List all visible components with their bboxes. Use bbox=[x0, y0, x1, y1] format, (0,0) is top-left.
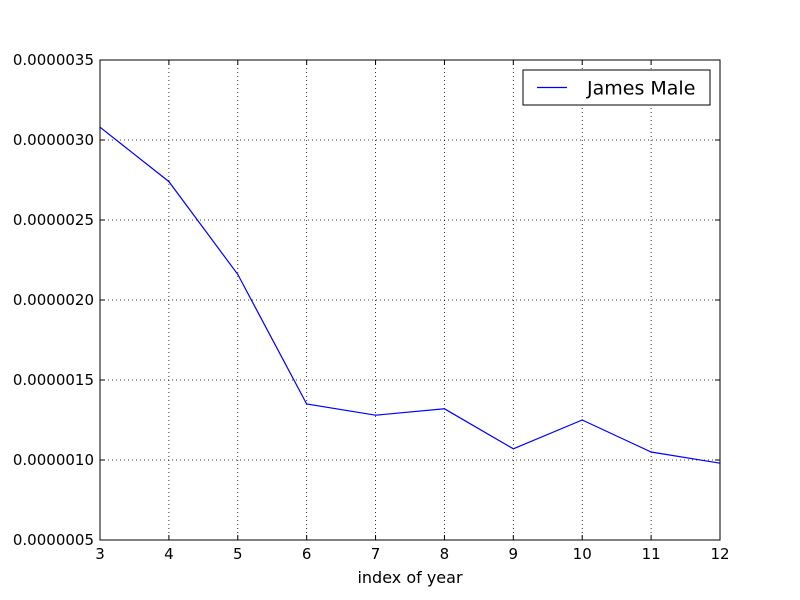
x-tick-label: 9 bbox=[509, 545, 519, 563]
y-tick-labels: 0.0000005 0.0000010 0.0000015 0.0000020 0.00… bbox=[13, 51, 94, 549]
x-tick-label: 6 bbox=[302, 545, 312, 563]
data-point bbox=[650, 451, 652, 453]
data-point bbox=[443, 408, 446, 410]
grid bbox=[100, 60, 720, 540]
series-layer bbox=[99, 126, 721, 464]
x-tick-label: 7 bbox=[371, 545, 381, 563]
data-point bbox=[581, 419, 583, 421]
series-line-0 bbox=[99, 126, 721, 464]
y-tick-label: 0.0000035 bbox=[13, 51, 94, 69]
y-tick-label: 0.0000020 bbox=[13, 291, 94, 309]
y-tick-label: 0.0000015 bbox=[13, 371, 94, 389]
x-tick-label: 5 bbox=[233, 545, 243, 563]
x-tick-label: 10 bbox=[573, 545, 592, 563]
y-tick-label: 0.0000010 bbox=[13, 451, 94, 469]
data-point bbox=[512, 448, 514, 450]
y-tick-label: 0.0000005 bbox=[13, 531, 94, 549]
y-tick-label: 0.0000030 bbox=[13, 131, 94, 149]
data-point bbox=[374, 414, 377, 416]
data-point bbox=[237, 273, 239, 275]
data-point bbox=[306, 403, 308, 405]
data-point bbox=[168, 181, 170, 183]
x-tick-label: 4 bbox=[164, 545, 174, 563]
x-tick-label: 11 bbox=[642, 545, 661, 563]
axis-ticks bbox=[99, 59, 721, 541]
x-tick-labels: 3 4 5 6 7 8 9 10 11 12 bbox=[95, 545, 729, 563]
legend-entry-label: James Male bbox=[586, 78, 695, 100]
x-axis-label: index of year bbox=[357, 568, 462, 587]
legend: James Male bbox=[522, 69, 711, 106]
x-tick-label: 12 bbox=[710, 545, 729, 563]
x-tick-label: 8 bbox=[440, 545, 450, 563]
x-tick-label: 3 bbox=[95, 545, 105, 563]
y-tick-label: 0.0000025 bbox=[13, 211, 94, 229]
